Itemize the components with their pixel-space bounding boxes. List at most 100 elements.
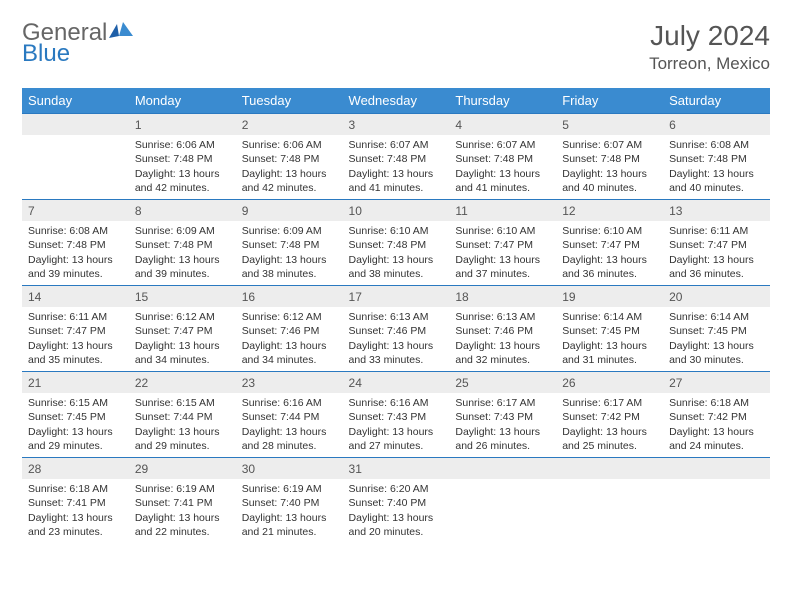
sunset-line: Sunset: 7:48 PM (28, 239, 106, 251)
day-number (449, 457, 556, 479)
sunset-line: Sunset: 7:45 PM (562, 325, 640, 337)
day-header: Friday (556, 88, 663, 113)
location: Torreon, Mexico (649, 54, 770, 74)
day-number: 5 (556, 113, 663, 135)
calendar-cell: 2Sunrise: 6:06 AMSunset: 7:48 PMDaylight… (236, 113, 343, 199)
day-details: Sunrise: 6:06 AMSunset: 7:48 PMDaylight:… (236, 135, 343, 197)
sunset-line: Sunset: 7:47 PM (455, 239, 533, 251)
day-number: 1 (129, 113, 236, 135)
sunrise-line: Sunrise: 6:11 AM (28, 311, 107, 323)
calendar-cell (449, 457, 556, 543)
day-header: Wednesday (343, 88, 450, 113)
day-number: 25 (449, 371, 556, 393)
day-number: 30 (236, 457, 343, 479)
calendar-body: 1Sunrise: 6:06 AMSunset: 7:48 PMDaylight… (22, 113, 770, 543)
sunrise-line: Sunrise: 6:16 AM (242, 397, 322, 409)
day-details: Sunrise: 6:10 AMSunset: 7:47 PMDaylight:… (556, 221, 663, 283)
day-details: Sunrise: 6:07 AMSunset: 7:48 PMDaylight:… (556, 135, 663, 197)
calendar-cell: 28 Sunrise: 6:18 AM Sunset: 7:41 PM Dayligh… (22, 457, 129, 543)
sunrise-line: Sunrise: 6:07 AM (562, 139, 642, 151)
day-details: Sunrise: 6:12 AMSunset: 7:47 PMDaylight:… (129, 307, 236, 369)
calendar-cell: 7 Sunrise: 6:08 AM Sunset: 7:48 PM Daylight… (22, 199, 129, 285)
daylight-line: Daylight: 13 hours and 39 minutes. (28, 254, 113, 280)
daylight-line: Daylight: 13 hours and 23 minutes. (28, 512, 113, 538)
calendar-cell: 18Sunrise: 6:13 AMSunset: 7:46 PMDayligh… (449, 285, 556, 371)
sunrise-line: Sunrise: 6:14 AM (669, 311, 749, 323)
sunrise-line: Sunrise: 6:09 AM (135, 225, 215, 237)
sunrise-line: Sunrise: 6:19 AM (135, 483, 215, 495)
day-number: 4 (449, 113, 556, 135)
calendar-cell: 13Sunrise: 6:11 AMSunset: 7:47 PMDayligh… (663, 199, 770, 285)
sunset-line: Sunset: 7:45 PM (28, 411, 106, 423)
daylight-line: Daylight: 13 hours and 26 minutes. (455, 426, 540, 452)
sunrise-line: Sunrise: 6:07 AM (349, 139, 429, 151)
sunrise-line: Sunrise: 6:17 AM (455, 397, 535, 409)
day-number: 17 (343, 285, 450, 307)
calendar-cell: 12Sunrise: 6:10 AMSunset: 7:47 PMDayligh… (556, 199, 663, 285)
calendar-row: 1Sunrise: 6:06 AMSunset: 7:48 PMDaylight… (22, 113, 770, 199)
day-number: 14 (22, 285, 129, 307)
day-number: 8 (129, 199, 236, 221)
day-details: Sunrise: 6:19 AMSunset: 7:41 PMDaylight:… (129, 479, 236, 541)
calendar-cell: 20Sunrise: 6:14 AMSunset: 7:45 PMDayligh… (663, 285, 770, 371)
day-number: 22 (129, 371, 236, 393)
sunrise-line: Sunrise: 6:18 AM (28, 483, 108, 495)
day-number: 11 (449, 199, 556, 221)
day-number: 28 (22, 457, 129, 479)
day-details: Sunrise: 6:18 AM Sunset: 7:41 PM Daylight:… (22, 479, 129, 541)
header: GeneralBlue July 2024 Torreon, Mexico (22, 20, 770, 74)
sunset-line: Sunset: 7:43 PM (455, 411, 533, 423)
day-details: Sunrise: 6:07 AMSunset: 7:48 PMDaylight:… (343, 135, 450, 197)
sunset-line: Sunset: 7:46 PM (455, 325, 533, 337)
daylight-line: Daylight: 13 hours and 22 minutes. (135, 512, 220, 538)
calendar-cell: 24Sunrise: 6:16 AMSunset: 7:43 PMDayligh… (343, 371, 450, 457)
day-number: 3 (343, 113, 450, 135)
sunrise-line: Sunrise: 6:09 AM (242, 225, 322, 237)
sunset-line: Sunset: 7:48 PM (135, 153, 213, 165)
day-number: 7 (22, 199, 129, 221)
sunrise-line: Sunrise: 6:13 AM (349, 311, 429, 323)
day-number: 6 (663, 113, 770, 135)
sunrise-line: Sunrise: 6:15 AM (135, 397, 215, 409)
day-header: Saturday (663, 88, 770, 113)
calendar-cell: 30Sunrise: 6:19 AMSunset: 7:40 PMDayligh… (236, 457, 343, 543)
daylight-line: Daylight: 13 hours and 31 minutes. (562, 340, 647, 366)
sunrise-line: Sunrise: 6:08 AM (28, 225, 108, 237)
sunrise-line: Sunrise: 6:13 AM (455, 311, 535, 323)
calendar-cell: 25 Sunrise: 6:17 AM Sunset: 7:43 PM Dayligh… (449, 371, 556, 457)
sunrise-line: Sunrise: 6:10 AM (349, 225, 429, 237)
daylight-line: Daylight: 13 hours and 38 minutes. (242, 254, 327, 280)
calendar-cell: 4Sunrise: 6:07 AMSunset: 7:48 PMDaylight… (449, 113, 556, 199)
day-header: Tuesday (236, 88, 343, 113)
sunrise-line: Sunrise: 6:12 AM (242, 311, 322, 323)
day-details: Sunrise: 6:08 AMSunset: 7:48 PMDaylight:… (663, 135, 770, 197)
day-number: 10 (343, 199, 450, 221)
daylight-line: Daylight: 13 hours and 40 minutes. (669, 168, 754, 194)
day-details: Sunrise: 6:10 AMSunset: 7:48 PMDaylight:… (343, 221, 450, 283)
sunset-line: Sunset: 7:44 PM (135, 411, 213, 423)
calendar-cell: 3Sunrise: 6:07 AMSunset: 7:48 PMDaylight… (343, 113, 450, 199)
calendar-row: 14 Sunrise: 6:11 AM Sunset: 7:47 PM Dayligh… (22, 285, 770, 371)
sunset-line: Sunset: 7:48 PM (562, 153, 640, 165)
day-details: Sunrise: 6:09 AMSunset: 7:48 PMDaylight:… (236, 221, 343, 283)
sunrise-line: Sunrise: 6:17 AM (562, 397, 642, 409)
sunrise-line: Sunrise: 6:11 AM (669, 225, 748, 237)
month-title: July 2024 (649, 20, 770, 52)
sunrise-line: Sunrise: 6:18 AM (669, 397, 749, 409)
sunset-line: Sunset: 7:47 PM (669, 239, 747, 251)
sunset-line: Sunset: 7:47 PM (135, 325, 213, 337)
day-number: 18 (449, 285, 556, 307)
sunrise-line: Sunrise: 6:06 AM (135, 139, 215, 151)
daylight-line: Daylight: 13 hours and 30 minutes. (669, 340, 754, 366)
calendar-cell: 21Sunrise: 6:15 AMSunset: 7:45 PMDayligh… (22, 371, 129, 457)
day-number: 9 (236, 199, 343, 221)
day-number: 21 (22, 371, 129, 393)
sunset-line: Sunset: 7:47 PM (562, 239, 640, 251)
day-number (22, 113, 129, 135)
sunset-line: Sunset: 7:41 PM (28, 497, 106, 509)
sunset-line: Sunset: 7:44 PM (242, 411, 320, 423)
calendar-cell: 27Sunrise: 6:18 AMSunset: 7:42 PMDayligh… (663, 371, 770, 457)
sunset-line: Sunset: 7:46 PM (242, 325, 320, 337)
calendar-cell: 15Sunrise: 6:12 AMSunset: 7:47 PMDayligh… (129, 285, 236, 371)
day-details: Sunrise: 6:14 AMSunset: 7:45 PMDaylight:… (663, 307, 770, 369)
